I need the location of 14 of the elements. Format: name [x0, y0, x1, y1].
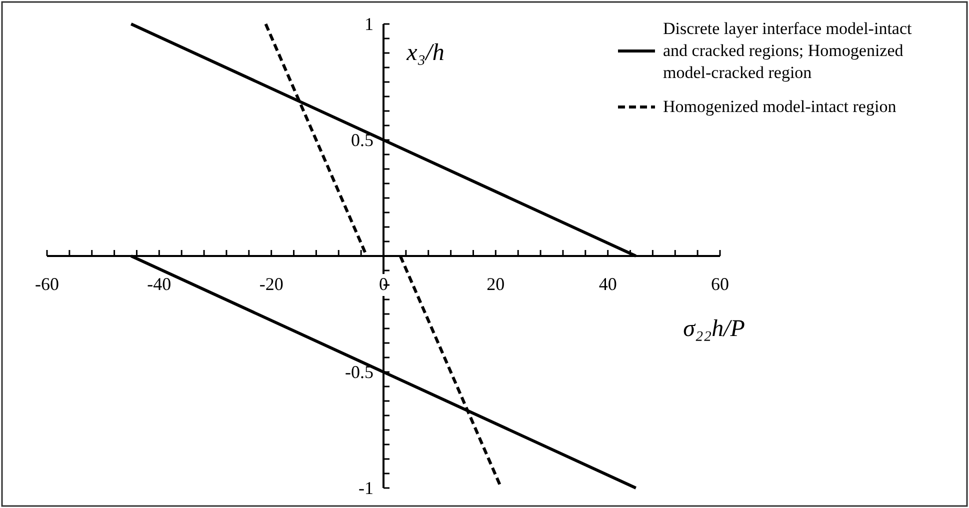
x-tick-label: -40 [147, 274, 172, 294]
x-tick-label: -20 [259, 274, 284, 294]
x-tick-label: 60 [711, 274, 729, 294]
x-tick-label: -60 [35, 274, 59, 294]
y-axis-title: x₃/h [406, 40, 444, 66]
x-axis-title: σ₂₂h/P [683, 316, 746, 342]
legend-label: Discrete layer interface model-intact and cracked regions; Homogenized model-cracked region [663, 19, 912, 82]
x-tick-label: 40 [598, 274, 617, 294]
x-tick-label: 20 [486, 274, 505, 294]
legend-label: Homogenized model-intact region [663, 97, 897, 116]
y-tick-label: 1 [364, 14, 374, 34]
y-tick-label: -0.5 [345, 362, 374, 382]
y-tick-label: -1 [358, 478, 374, 498]
y-tick-label: 0.5 [351, 130, 374, 150]
